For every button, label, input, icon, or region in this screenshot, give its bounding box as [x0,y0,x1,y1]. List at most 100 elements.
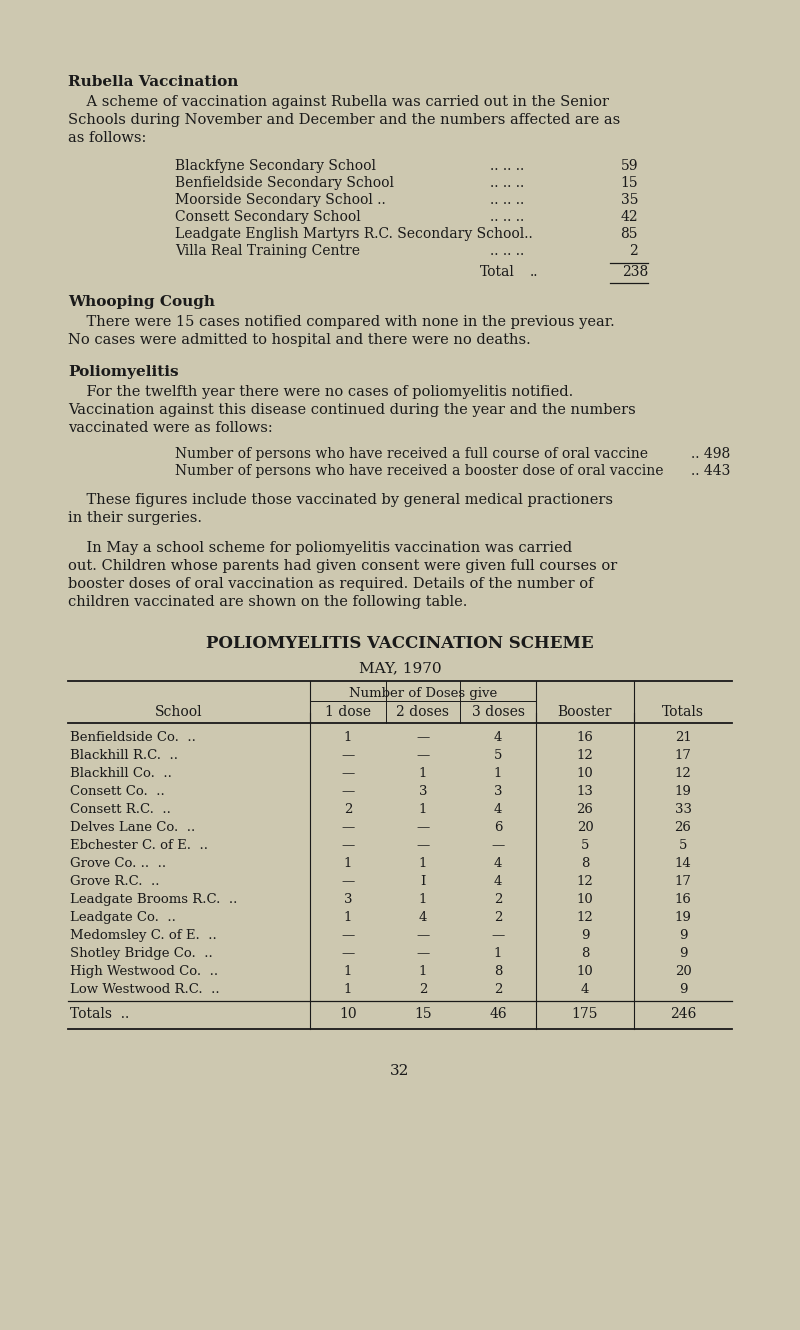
Text: Consett Co.  ..: Consett Co. .. [70,785,165,798]
Text: Grove R.C.  ..: Grove R.C. .. [70,875,159,888]
Text: Totals: Totals [662,705,704,720]
Text: —: — [416,749,430,762]
Text: .. .. ..: .. .. .. [490,210,524,223]
Text: 1: 1 [344,983,352,996]
Text: —: — [342,875,354,888]
Text: Low Westwood R.C.  ..: Low Westwood R.C. .. [70,983,220,996]
Text: 8: 8 [581,947,589,960]
Text: Moorside Secondary School ..: Moorside Secondary School .. [175,193,386,207]
Text: 1: 1 [494,767,502,779]
Text: POLIOMYELITIS VACCINATION SCHEME: POLIOMYELITIS VACCINATION SCHEME [206,634,594,652]
Text: 8: 8 [581,857,589,870]
Text: —: — [491,839,505,853]
Text: 21: 21 [674,732,691,743]
Text: 6: 6 [494,821,502,834]
Text: Leadgate Brooms R.C.  ..: Leadgate Brooms R.C. .. [70,892,238,906]
Text: Vaccination against this disease continued during the year and the numbers: Vaccination against this disease continu… [68,403,636,418]
Text: out. Children whose parents had given consent were given full courses or: out. Children whose parents had given co… [68,559,618,573]
Text: Medomsley C. of E.  ..: Medomsley C. of E. .. [70,928,217,942]
Text: 1: 1 [344,732,352,743]
Text: 1: 1 [344,966,352,978]
Text: 32: 32 [390,1064,410,1079]
Text: 9: 9 [581,928,590,942]
Text: Rubella Vaccination: Rubella Vaccination [68,74,238,89]
Text: .. .. ..: .. .. .. [490,160,524,173]
Text: 42: 42 [620,210,638,223]
Text: —: — [342,785,354,798]
Text: Booster: Booster [558,705,612,720]
Text: .. .. ..: .. .. .. [490,176,524,190]
Text: 2: 2 [630,243,638,258]
Text: 2 doses: 2 doses [397,705,450,720]
Text: Consett Secondary School: Consett Secondary School [175,210,361,223]
Text: Consett R.C.  ..: Consett R.C. .. [70,803,171,817]
Text: 9: 9 [678,983,687,996]
Text: 5: 5 [494,749,502,762]
Text: 9: 9 [678,928,687,942]
Text: .. .. ..: .. .. .. [490,193,524,207]
Text: as follows:: as follows: [68,130,146,145]
Text: 3 doses: 3 doses [471,705,525,720]
Text: .. 443: .. 443 [690,464,730,477]
Text: Shotley Bridge Co.  ..: Shotley Bridge Co. .. [70,947,213,960]
Text: .. 498: .. 498 [690,447,730,462]
Text: Whooping Cough: Whooping Cough [68,295,215,309]
Text: 175: 175 [572,1007,598,1021]
Text: 12: 12 [577,749,594,762]
Text: 238: 238 [622,265,648,279]
Text: Number of persons who have received a full course of oral vaccine: Number of persons who have received a fu… [175,447,648,462]
Text: MAY, 1970: MAY, 1970 [358,661,442,676]
Text: 85: 85 [621,227,638,241]
Text: Number of persons who have received a booster dose of oral vaccine: Number of persons who have received a bo… [175,464,663,477]
Text: A scheme of vaccination against Rubella was carried out in the Senior: A scheme of vaccination against Rubella … [68,94,609,109]
Text: I: I [420,875,426,888]
Text: 5: 5 [581,839,589,853]
Text: Blackhill R.C.  ..: Blackhill R.C. .. [70,749,178,762]
Text: 46: 46 [489,1007,507,1021]
Text: —: — [416,947,430,960]
Text: 1 dose: 1 dose [325,705,371,720]
Text: Benfieldside Co.  ..: Benfieldside Co. .. [70,732,196,743]
Text: 3: 3 [494,785,502,798]
Text: 26: 26 [674,821,691,834]
Text: 3: 3 [344,892,352,906]
Text: 5: 5 [679,839,687,853]
Text: 1: 1 [344,911,352,924]
Text: 4: 4 [494,732,502,743]
Text: —: — [342,821,354,834]
Text: 4: 4 [581,983,589,996]
Text: Number of Doses give: Number of Doses give [349,688,497,700]
Text: 3: 3 [418,785,427,798]
Text: 16: 16 [577,732,594,743]
Text: Blackhill Co.  ..: Blackhill Co. .. [70,767,172,779]
Text: 15: 15 [414,1007,432,1021]
Text: 10: 10 [577,966,594,978]
Text: Blackfyne Secondary School: Blackfyne Secondary School [175,160,376,173]
Text: 20: 20 [674,966,691,978]
Text: 17: 17 [674,875,691,888]
Text: No cases were admitted to hospital and there were no deaths.: No cases were admitted to hospital and t… [68,332,530,347]
Text: 4: 4 [494,857,502,870]
Text: Grove Co. ..  ..: Grove Co. .. .. [70,857,166,870]
Text: 35: 35 [621,193,638,207]
Text: 4: 4 [494,803,502,817]
Text: —: — [342,767,354,779]
Text: 17: 17 [674,749,691,762]
Text: —: — [342,749,354,762]
Text: 10: 10 [577,767,594,779]
Text: 1: 1 [419,857,427,870]
Text: 14: 14 [674,857,691,870]
Text: —: — [416,821,430,834]
Text: These figures include those vaccinated by general medical practioners: These figures include those vaccinated b… [68,493,613,507]
Text: In May a school scheme for poliomyelitis vaccination was carried: In May a school scheme for poliomyelitis… [68,541,572,555]
Text: children vaccinated are shown on the following table.: children vaccinated are shown on the fol… [68,595,467,609]
Text: —: — [416,839,430,853]
Text: 1: 1 [494,947,502,960]
Text: 2: 2 [494,892,502,906]
Text: Poliomyelitis: Poliomyelitis [68,364,178,379]
Text: —: — [416,928,430,942]
Text: .. .. ..: .. .. .. [490,243,524,258]
Text: 2: 2 [494,983,502,996]
Text: Leadgate Co.  ..: Leadgate Co. .. [70,911,176,924]
Text: 13: 13 [577,785,594,798]
